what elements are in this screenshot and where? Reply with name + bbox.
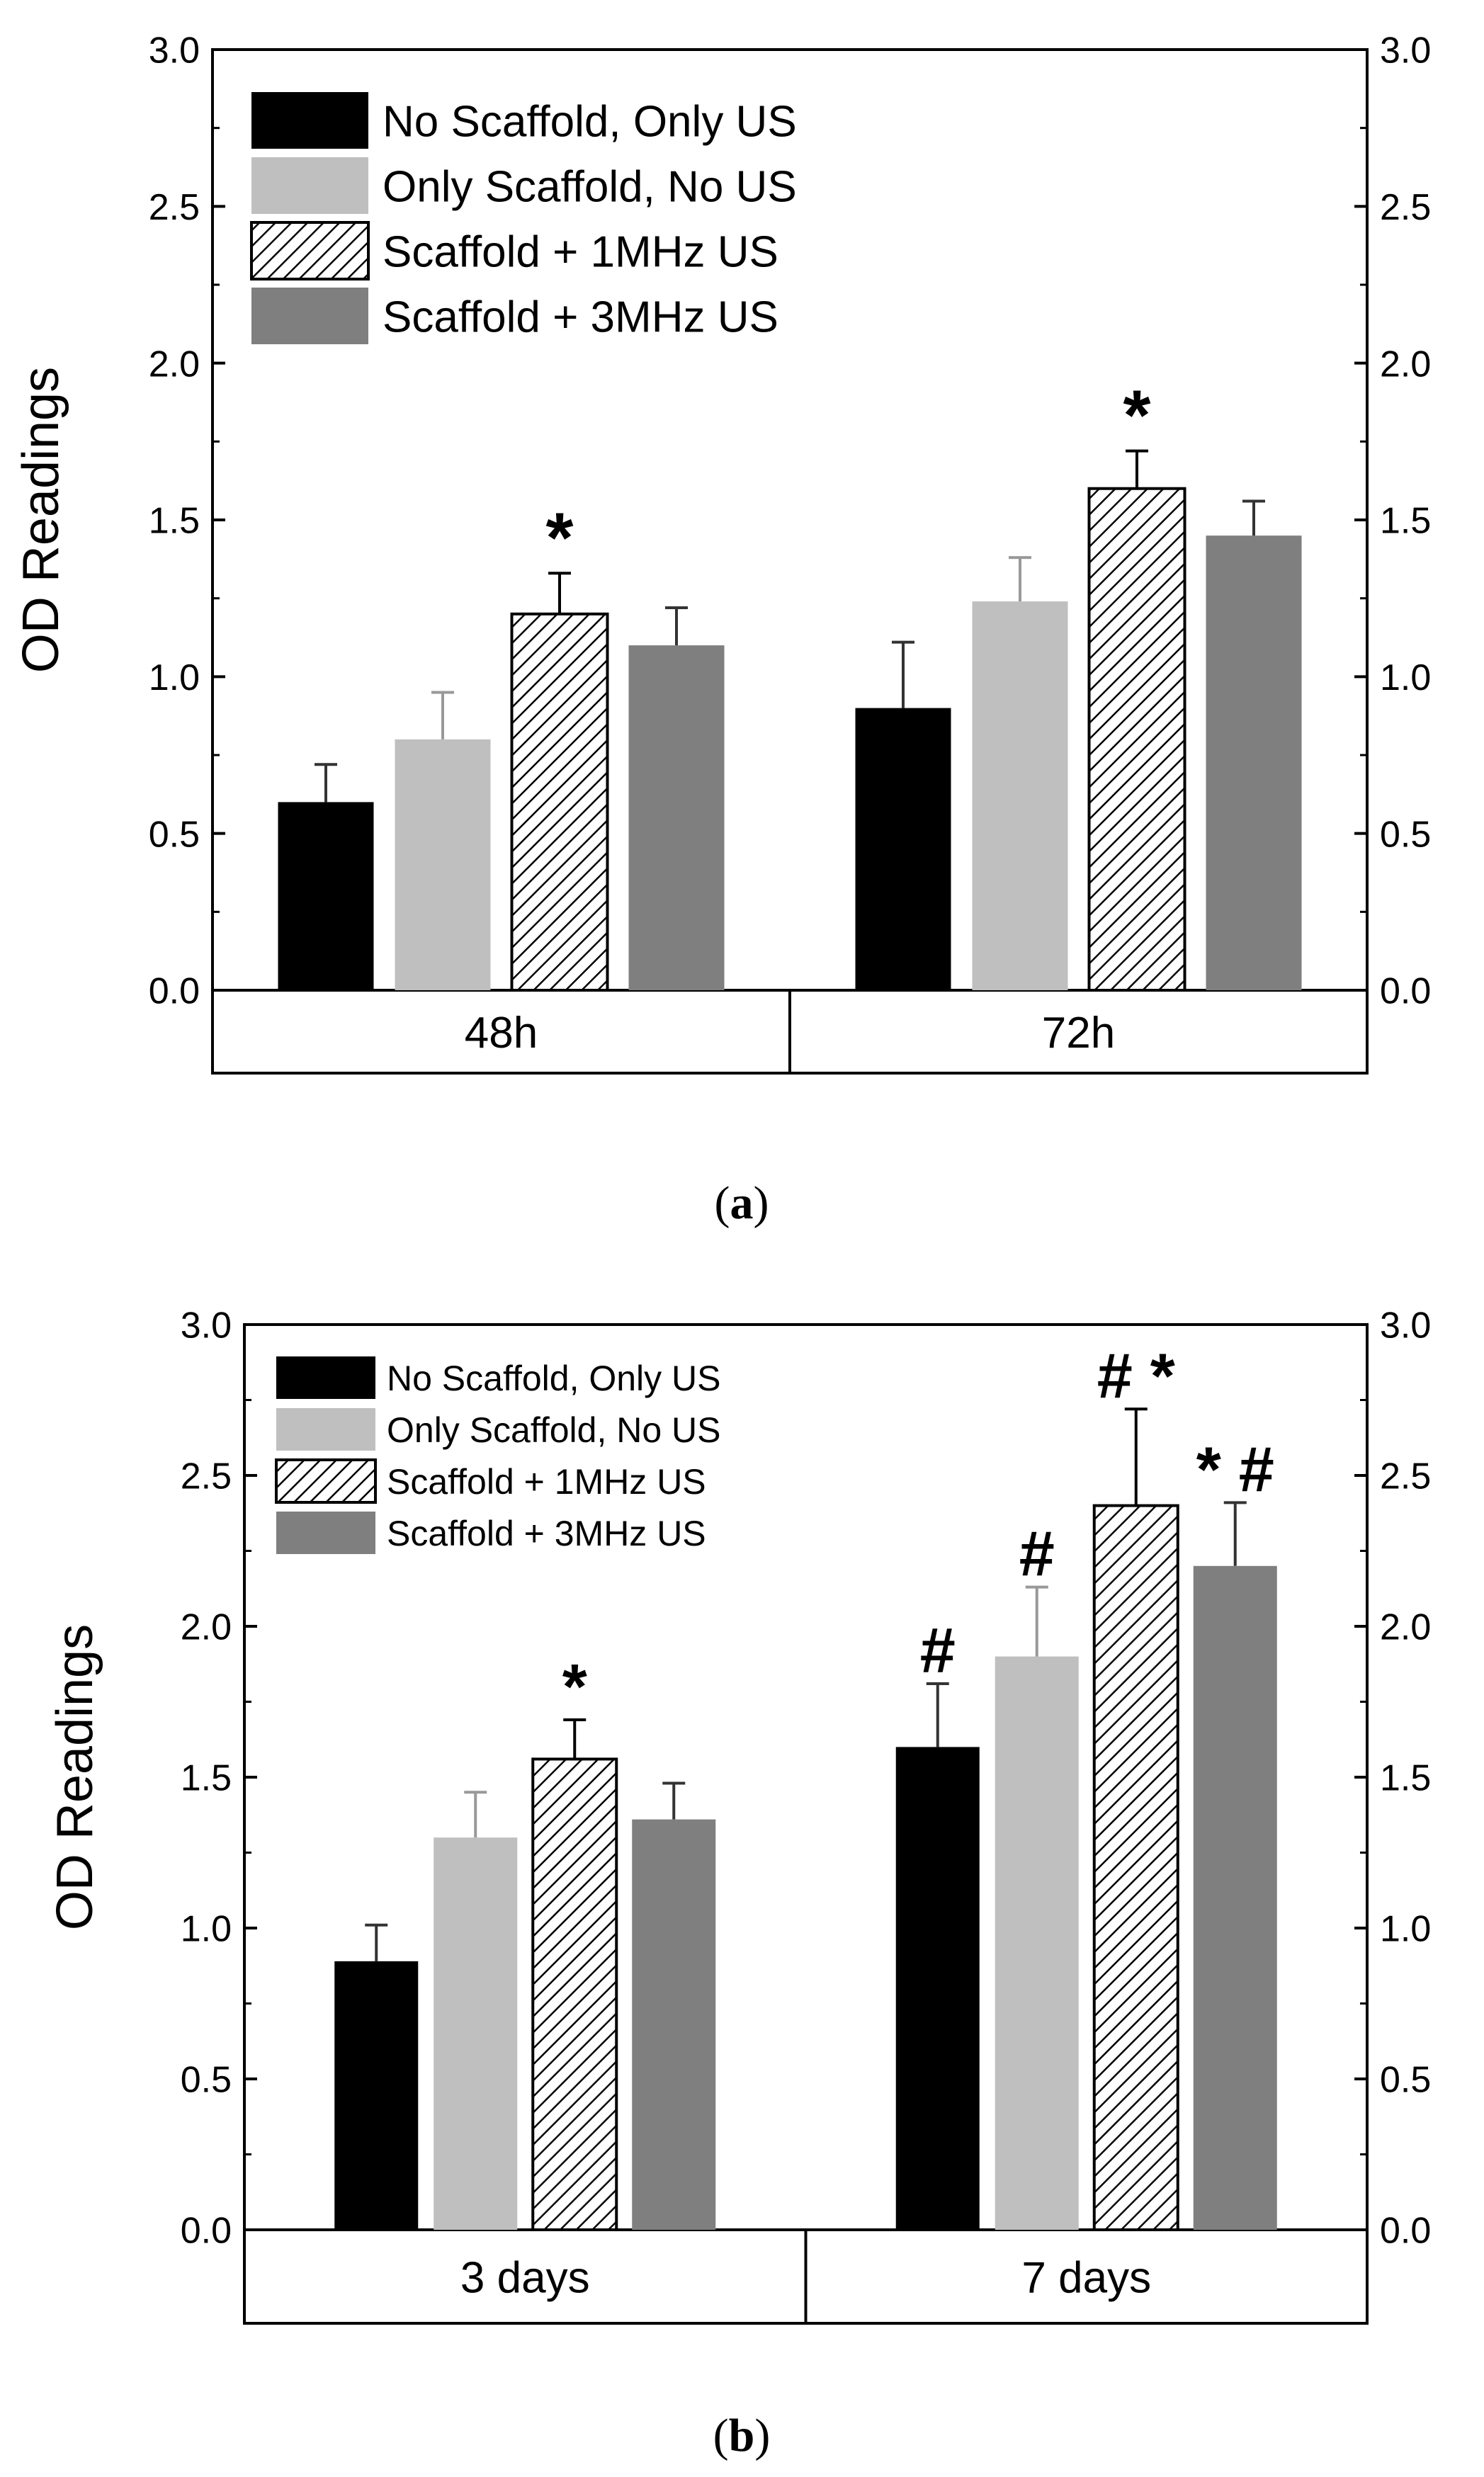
legend-swatch (251, 157, 368, 214)
y-tick-label-left: 1.0 (181, 1909, 232, 1950)
bar (895, 1747, 980, 2230)
bar (395, 739, 491, 990)
chart-panel-a: 0.0 0.0 0.5 0.5 1.0 1.0 1.5 1.5 2.0 2.0 2.5 2.5 3.0 3… (13, 30, 1431, 1229)
legend-label: Only Scaffold, No US (383, 162, 797, 211)
category-label: 3 days (460, 2253, 590, 2302)
bar (1193, 1565, 1277, 2230)
bar (628, 645, 725, 990)
y-tick-label-left: 0.5 (181, 2060, 232, 2101)
bar (855, 708, 951, 990)
y-tick-label-right: 2.0 (1380, 1607, 1431, 1648)
significance-marker: # (1019, 1519, 1055, 1590)
legend-swatch (251, 288, 368, 344)
bar (278, 802, 374, 990)
y-tick-label-left: 2.0 (181, 1607, 232, 1648)
bar (1206, 535, 1302, 990)
y-tick-label-right: 3.0 (1380, 1305, 1431, 1347)
significance-marker: * (546, 498, 574, 577)
legend-label: Only Scaffold, No US (387, 1410, 721, 1450)
y-tick-label-right: 0.0 (1380, 971, 1431, 1012)
y-tick-label-left: 0.0 (181, 2211, 232, 2252)
chart-panel-b: 0.0 0.0 0.5 0.5 1.0 1.0 1.5 1.5 2.0 2.0 2.5 2.5 3.0 3… (47, 1305, 1431, 2461)
y-tick-label-right: 0.0 (1380, 2211, 1431, 2252)
y-tick-label-right: 3.0 (1380, 30, 1431, 72)
bar (434, 1837, 518, 2230)
bar (632, 1819, 716, 2230)
bar (334, 1961, 419, 2230)
legend-label: Scaffold + 3MHz US (383, 293, 778, 341)
category-label: 72h (1042, 1009, 1115, 1058)
bar (995, 1656, 1079, 2230)
y-axis-label: OD Readings (13, 367, 69, 673)
panel-label: (a) (715, 1177, 769, 1229)
y-tick-label-left: 2.0 (149, 344, 200, 385)
y-axis-label: OD Readings (47, 1624, 103, 1930)
y-tick-label-left: 2.5 (149, 187, 200, 228)
significance-marker: * (1123, 376, 1151, 455)
legend-label: Scaffold + 3MHz US (387, 1514, 706, 1553)
bar (510, 612, 609, 992)
y-tick-label-left: 3.0 (181, 1305, 232, 1347)
bar (972, 601, 1068, 990)
y-tick-label-left: 0.5 (149, 814, 200, 855)
legend-swatch (250, 221, 370, 280)
legend-swatch (276, 1512, 375, 1554)
y-tick-label-right: 0.5 (1380, 2060, 1431, 2101)
y-tick-label-right: 1.0 (1380, 1909, 1431, 1950)
bar (1087, 487, 1186, 992)
significance-marker: * (562, 1652, 587, 1723)
panel-label: (b) (713, 2410, 771, 2461)
y-tick-label-right: 0.5 (1380, 814, 1431, 855)
bar (531, 1757, 618, 2231)
y-tick-label-right: 2.5 (1380, 1456, 1431, 1497)
legend-label: No Scaffold, Only US (383, 97, 797, 146)
y-tick-label-right: 1.5 (1380, 1758, 1431, 1799)
y-tick-label-right: 1.5 (1380, 501, 1431, 542)
category-label: 48h (465, 1009, 538, 1058)
legend-label: Scaffold + 1MHz US (383, 227, 778, 276)
y-tick-label-left: 3.0 (149, 30, 200, 72)
category-label: 7 days (1021, 2253, 1151, 2302)
y-tick-label-left: 2.5 (181, 1456, 232, 1497)
y-tick-label-left: 1.5 (149, 501, 200, 542)
legend-swatch (276, 1408, 375, 1451)
y-tick-label-left: 1.0 (149, 657, 200, 698)
significance-marker: * # (1196, 1434, 1274, 1505)
y-tick-label-right: 2.5 (1380, 187, 1431, 228)
y-tick-label-left: 1.5 (181, 1758, 232, 1799)
legend-swatch (276, 1356, 375, 1399)
legend-swatch (275, 1458, 377, 1504)
significance-marker: # (920, 1616, 956, 1687)
legend-label: Scaffold + 1MHz US (387, 1462, 706, 1502)
legend-swatch (251, 92, 368, 149)
bar (1092, 1504, 1179, 2232)
y-tick-label-left: 0.0 (149, 971, 200, 1012)
legend-label: No Scaffold, Only US (387, 1359, 721, 1398)
significance-marker: # * (1097, 1341, 1175, 1412)
y-tick-label-right: 1.0 (1380, 657, 1431, 698)
y-tick-label-right: 2.0 (1380, 344, 1431, 385)
